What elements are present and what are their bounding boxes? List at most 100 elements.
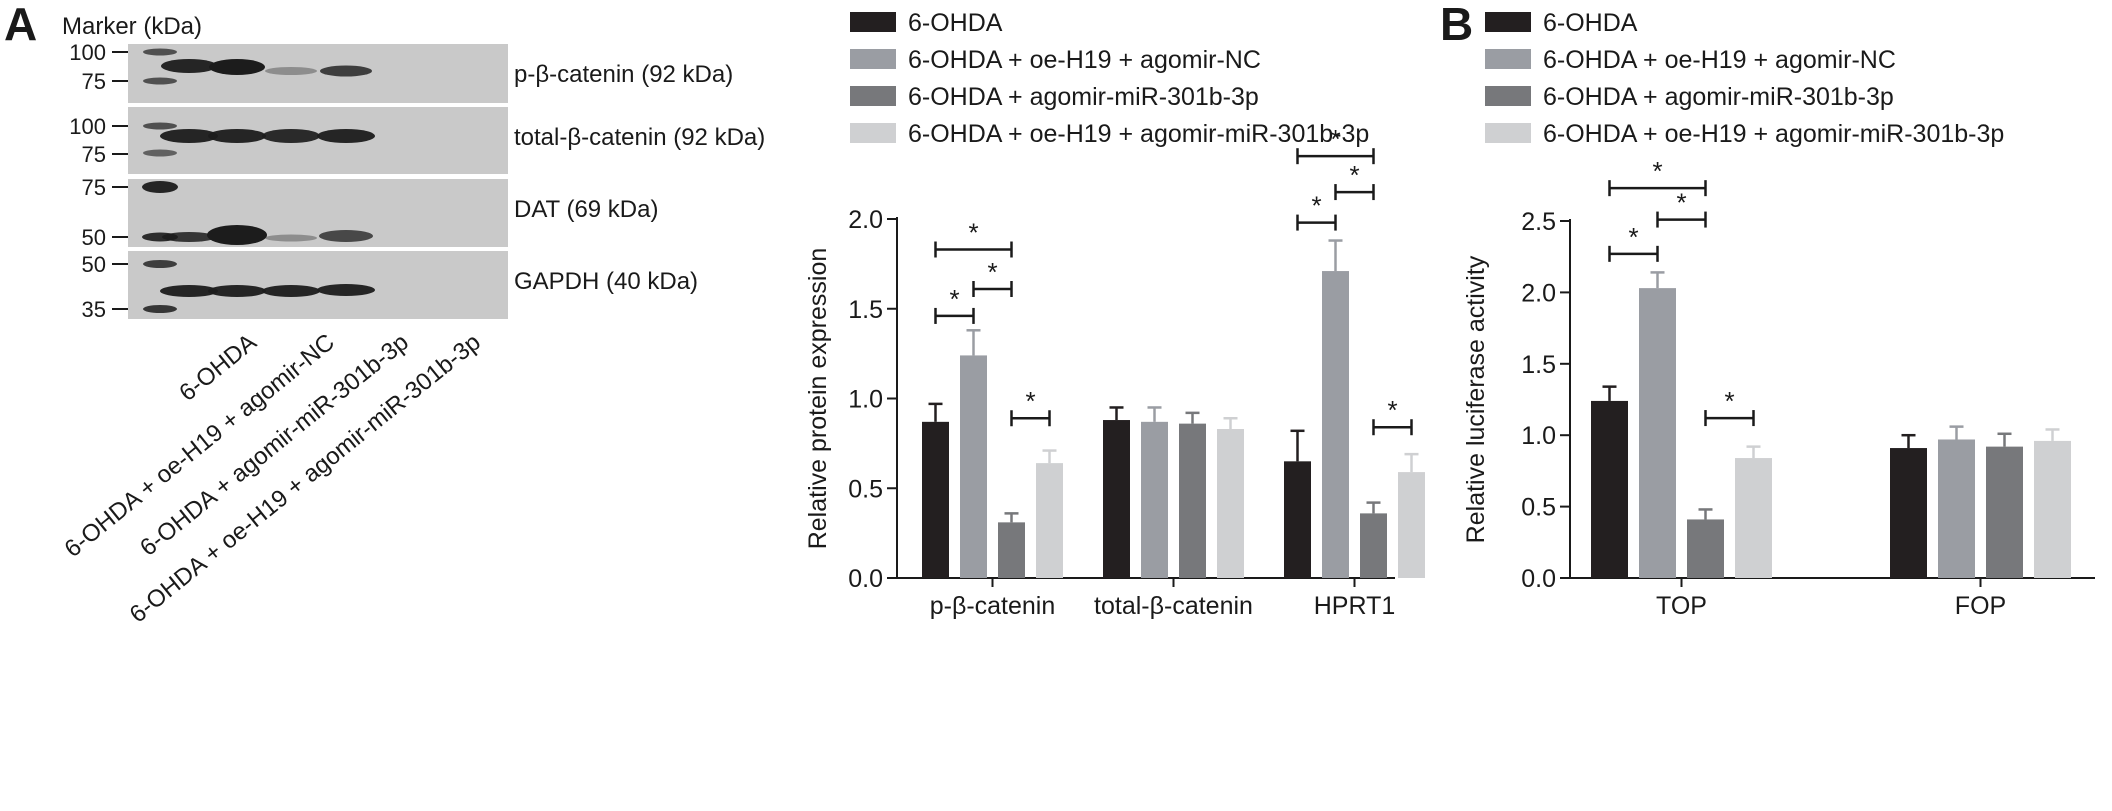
- bar: [1141, 421, 1168, 578]
- legend-label: 6-OHDA: [1543, 9, 1638, 37]
- blot-band: [317, 284, 375, 296]
- bar: [1360, 513, 1387, 578]
- significance-star: *: [1330, 124, 1340, 154]
- bar: [1687, 519, 1724, 578]
- significance-star: *: [1652, 156, 1662, 186]
- legend-label: 6-OHDA + oe-H19 + agomir-miR-301b-3p: [908, 120, 1369, 148]
- legend-label: 6-OHDA + oe-H19 + agomir-NC: [1543, 46, 1896, 74]
- panel-b-letter: B: [1440, 0, 1473, 50]
- legend-swatch: [850, 49, 896, 69]
- blot-protein-label: total-β-catenin (92 kDa): [514, 124, 765, 151]
- bar: [1639, 288, 1676, 578]
- marker-label: 50: [82, 252, 106, 277]
- y-tick-label: 2.5: [1521, 208, 1556, 236]
- marker-label: 50: [82, 225, 106, 250]
- y-tick-label: 0.0: [1521, 565, 1556, 593]
- legend-swatch: [1485, 123, 1531, 143]
- blot-band: [143, 122, 177, 130]
- blot-band: [143, 48, 177, 56]
- blot-band: [208, 129, 266, 143]
- marker-label: 75: [82, 175, 106, 200]
- y-tick-label: 2.0: [1521, 279, 1556, 307]
- blot-band: [160, 129, 218, 143]
- marker-label: 75: [82, 142, 106, 167]
- y-tick-label: 1.5: [1521, 351, 1556, 379]
- bar: [1284, 461, 1311, 578]
- bar: [1890, 448, 1927, 578]
- blot-strip: [128, 44, 508, 103]
- legend-swatch: [1485, 12, 1531, 32]
- bar: [1036, 463, 1063, 578]
- y-tick-label: 1.5: [848, 296, 883, 324]
- blot-band: [209, 59, 265, 75]
- blot-band: [160, 285, 218, 297]
- y-tick-label: 1.0: [848, 386, 883, 414]
- significance-star: *: [949, 284, 959, 314]
- significance-star: *: [1025, 386, 1035, 416]
- marker-label: 75: [82, 69, 106, 94]
- legend-label: 6-OHDA + agomir-miR-301b-3p: [1543, 83, 1894, 111]
- blot-band: [317, 129, 375, 143]
- protein-expression-chart: 6-OHDA 6-OHDA + oe-H19 + agomir-NC 6-OHDA …: [804, 9, 1425, 620]
- significance-star: *: [1628, 222, 1638, 252]
- significance-star: *: [968, 218, 978, 248]
- x-tick-label: TOP: [1656, 592, 1707, 620]
- legend-swatch: [850, 123, 896, 143]
- luciferase-activity-chart: 6-OHDA 6-OHDA + oe-H19 + agomir-NC 6-OHDA …: [1462, 9, 2095, 620]
- blot-band: [265, 234, 317, 242]
- bar: [1398, 472, 1425, 578]
- blot-band: [320, 65, 372, 77]
- bar: [960, 355, 987, 578]
- blot-band: [207, 225, 267, 245]
- significance-star: *: [1311, 191, 1321, 221]
- bar: [922, 421, 949, 578]
- marker-title: Marker (kDa): [62, 13, 202, 40]
- y-axis-label: Relative protein expression: [804, 248, 832, 550]
- blot-band: [142, 181, 178, 193]
- y-tick-label: 0.0: [848, 565, 883, 593]
- y-tick-label: 0.5: [848, 475, 883, 503]
- legend-label: 6-OHDA + oe-H19 + agomir-NC: [908, 46, 1261, 74]
- blot-strip: [128, 251, 508, 319]
- blot-protein-label: DAT (69 kDa): [514, 196, 658, 223]
- blot-band: [143, 305, 177, 313]
- bar: [1179, 423, 1206, 578]
- blot-band: [208, 285, 266, 297]
- blot-band: [262, 285, 320, 297]
- bar: [998, 522, 1025, 578]
- y-tick-label: 1.0: [1521, 422, 1556, 450]
- legend-label: 6-OHDA + oe-H19 + agomir-miR-301b-3p: [1543, 120, 2004, 148]
- blot-protein-label: p-β-catenin (92 kDa): [514, 61, 733, 88]
- y-tick-label: 2.0: [848, 206, 883, 234]
- bar: [1986, 446, 2023, 578]
- y-axis-label: Relative luciferase activity: [1462, 255, 1490, 543]
- bar: [1103, 420, 1130, 578]
- significance-star: *: [1676, 188, 1686, 218]
- bar: [1322, 271, 1349, 578]
- legend-label: 6-OHDA + agomir-miR-301b-3p: [908, 83, 1259, 111]
- x-tick-label: FOP: [1955, 592, 2006, 620]
- bar: [1938, 439, 1975, 578]
- bar: [1591, 400, 1628, 578]
- legend-swatch: [850, 12, 896, 32]
- western-blot: Marker (kDa) p-β-catenin (92 kDa) 100 75 to…: [59, 13, 765, 628]
- legend-swatch: [850, 86, 896, 106]
- x-tick-label: total-β-catenin: [1094, 592, 1253, 620]
- bar: [2034, 440, 2071, 578]
- blot-band: [262, 129, 320, 143]
- blot-band: [161, 59, 217, 73]
- legend-label: 6-OHDA: [908, 9, 1003, 37]
- significance-star: *: [1349, 160, 1359, 190]
- marker-label: 35: [82, 297, 106, 322]
- legend-swatch: [1485, 86, 1531, 106]
- bar: [1217, 429, 1244, 578]
- lane-label: 6-OHDA + oe-H19 + agomir-NC: [59, 329, 339, 563]
- bar: [1735, 458, 1772, 578]
- blot-band: [143, 260, 177, 268]
- x-tick-label: p-β-catenin: [930, 592, 1056, 620]
- blot-band: [265, 67, 317, 75]
- panel-a-letter: A: [4, 0, 37, 50]
- blot-band: [143, 77, 177, 85]
- blot-band: [162, 232, 216, 242]
